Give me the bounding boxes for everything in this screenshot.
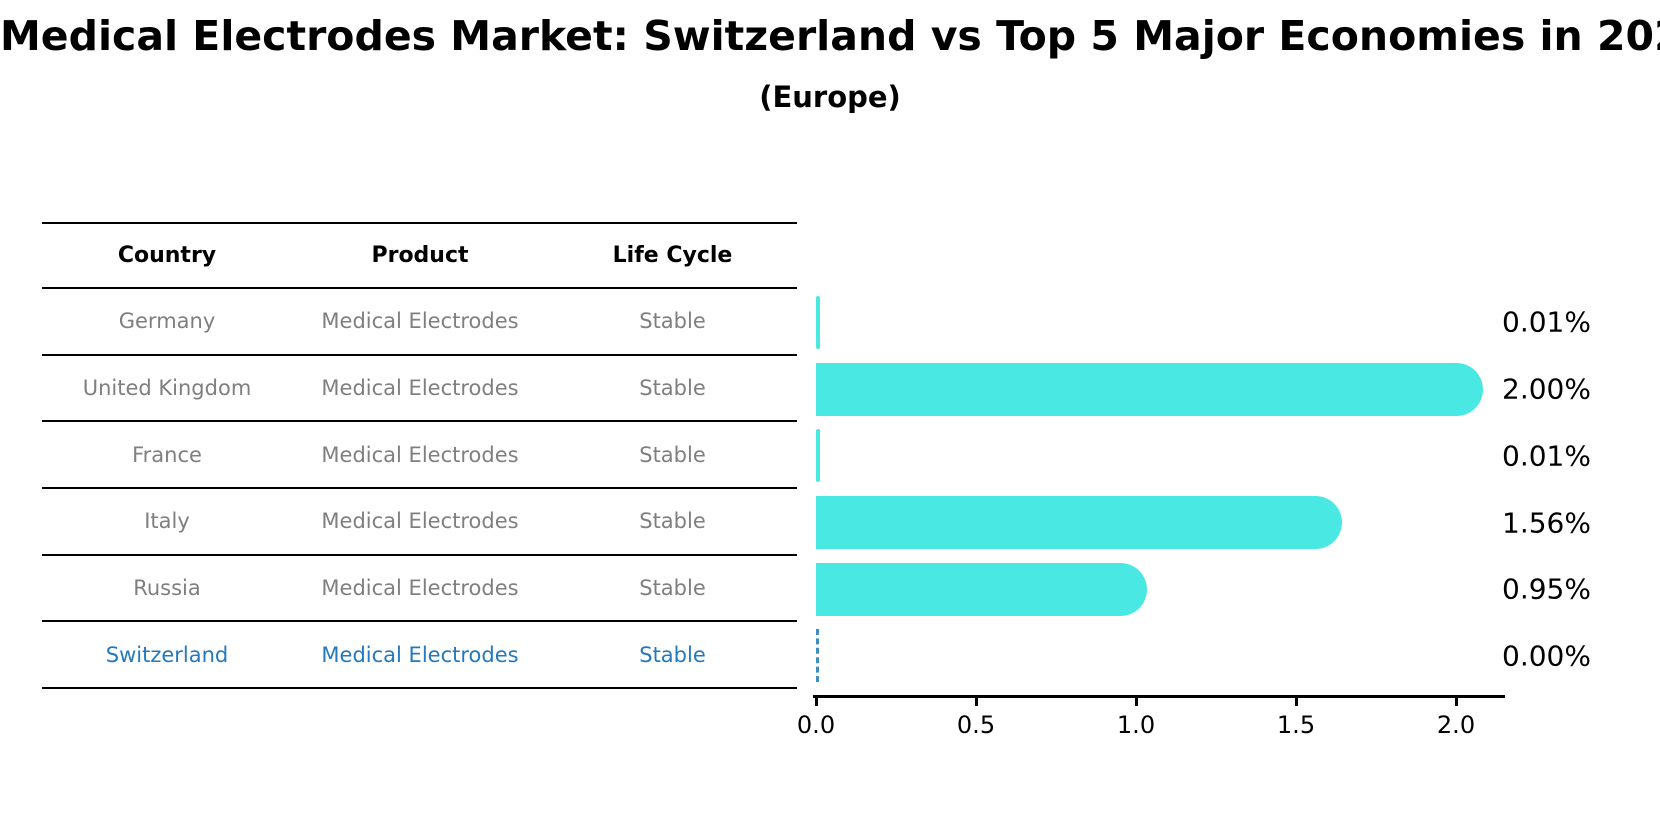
value-label-united-kingdom: 2.00% <box>1502 372 1591 406</box>
bar-russia <box>816 562 1147 616</box>
bar-united-kingdom <box>816 362 1483 416</box>
cell-country: Russia <box>133 576 201 601</box>
comparison-table: Country Product Life Cycle Germany Medic… <box>42 222 797 690</box>
x-axis-tick <box>815 697 818 706</box>
column-header-lifecycle: Life Cycle <box>612 243 733 268</box>
chart-subtitle: (Europe) <box>759 80 901 114</box>
cell-lifecycle: Stable <box>639 509 706 534</box>
cell-product: Medical Electrodes <box>321 376 519 401</box>
table-row: France Medical Electrodes Stable <box>42 422 797 490</box>
cell-product: Medical Electrodes <box>321 309 519 334</box>
x-axis-line <box>813 695 1505 698</box>
table-row: Germany Medical Electrodes Stable <box>42 289 797 356</box>
chart-title: Medical Electrodes Market: Switzerland v… <box>0 12 1660 60</box>
x-axis-tick <box>1135 697 1138 706</box>
cell-country: Germany <box>118 309 216 334</box>
x-axis-tick <box>1455 697 1458 706</box>
x-axis-tick <box>975 697 978 706</box>
cell-product: Medical Electrodes <box>321 576 519 601</box>
bar-germany <box>816 295 820 349</box>
cell-lifecycle: Stable <box>639 442 706 467</box>
bar-chart: 0.01% 2.00% 0.01% 1.56% 0.95% 0.00% 0.0 0.5 1.0 1… <box>797 0 1660 823</box>
value-label-germany: 0.01% <box>1502 305 1591 339</box>
cell-lifecycle: Stable <box>639 309 706 334</box>
table-row: Italy Medical Electrodes Stable <box>42 489 797 556</box>
value-label-switzerland: 0.00% <box>1502 639 1591 673</box>
cell-lifecycle: Stable <box>639 576 706 601</box>
bar-france <box>816 429 820 483</box>
table-row: Russia Medical Electrodes Stable <box>42 556 797 623</box>
x-axis-tick-label: 0.0 <box>796 711 836 739</box>
cell-lifecycle: Stable <box>639 376 706 401</box>
column-header-country: Country <box>117 243 217 268</box>
x-axis-tick-label: 1.0 <box>1116 711 1156 739</box>
cell-country: United Kingdom <box>82 376 252 401</box>
bar-italy <box>816 496 1343 549</box>
value-label-italy: 1.56% <box>1502 506 1591 539</box>
x-axis-tick-label: 1.5 <box>1276 711 1316 739</box>
cell-product: Medical Electrodes <box>321 509 519 534</box>
cell-country: Italy <box>144 509 190 534</box>
x-axis-tick <box>1295 697 1298 706</box>
x-axis-tick-label: 0.5 <box>956 711 996 739</box>
bar-switzerland <box>816 629 819 683</box>
table-header-row: Country Product Life Cycle <box>42 222 797 289</box>
cell-lifecycle: Stable <box>639 642 706 667</box>
value-label-france: 0.01% <box>1502 439 1591 473</box>
cell-country: France <box>132 442 202 467</box>
value-label-russia: 0.95% <box>1502 572 1591 606</box>
column-header-product: Product <box>371 243 469 268</box>
cell-product: Medical Electrodes <box>321 442 519 467</box>
table-row-highlighted: Switzerland Medical Electrodes Stable <box>42 622 797 690</box>
cell-country: Switzerland <box>105 642 229 667</box>
cell-product: Medical Electrodes <box>321 642 519 667</box>
x-axis-tick-label: 2.0 <box>1436 711 1476 739</box>
table-row: United Kingdom Medical Electrodes Stable <box>42 356 797 423</box>
